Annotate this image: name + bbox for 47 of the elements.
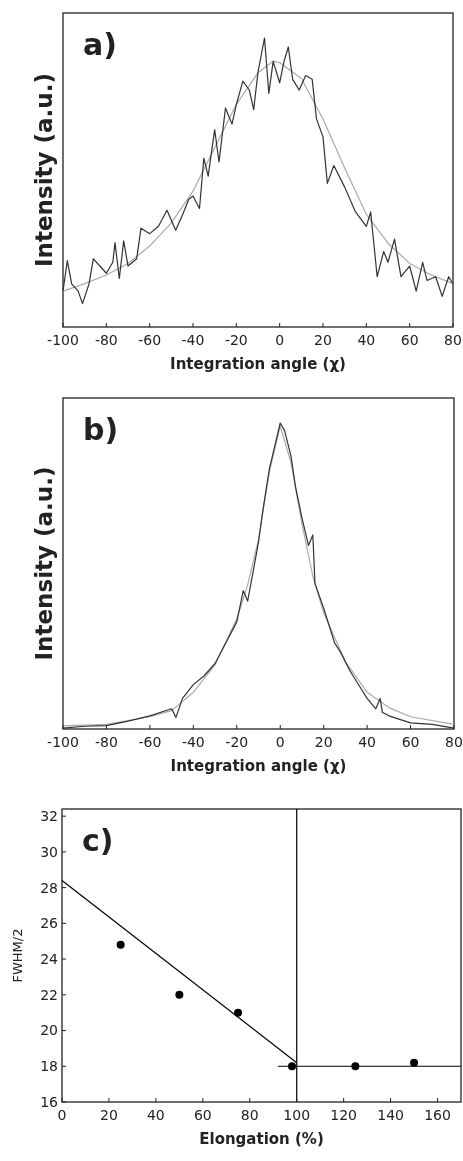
y-tick-label: 18: [40, 1058, 58, 1075]
x-tick-label: -40: [181, 734, 205, 750]
x-tick-label: -20: [225, 734, 249, 750]
x-tick-label: 140: [377, 1107, 404, 1123]
y-tick-label: 24: [40, 950, 59, 967]
y-tick-label: 28: [40, 879, 58, 896]
x-tick-label: -60: [138, 332, 162, 348]
text: c): [82, 823, 114, 858]
x-tick-label: -40: [181, 332, 205, 348]
x-axis-title: Integration angle (χ): [170, 355, 346, 373]
y-tick-label: 20: [40, 1022, 58, 1039]
x-tick-label: 20: [100, 1107, 118, 1123]
x-tick-label: 40: [357, 332, 376, 348]
x-tick-label: 20: [314, 734, 333, 750]
x-tick-label: -100: [47, 734, 79, 750]
y-tick-label: 30: [40, 843, 58, 860]
x-tick-label: 0: [275, 332, 285, 348]
x-tick-label: -100: [47, 332, 79, 348]
x-tick-label: 160: [424, 1107, 451, 1123]
x-tick-label: 40: [146, 1107, 165, 1123]
x-tick-label: 40: [358, 734, 377, 750]
y-tick-label: 26: [40, 915, 59, 932]
x-tick-label: 0: [275, 734, 285, 750]
x-tick-label: 80: [240, 1107, 259, 1123]
x-tick-label: -20: [224, 332, 248, 348]
x-tick-label: 80: [445, 734, 463, 750]
x-tick-label: 120: [330, 1107, 358, 1123]
x-tick-label: -80: [95, 734, 118, 750]
x-tick-label: 100: [283, 1107, 311, 1123]
y-tick-label: 32: [40, 808, 58, 825]
x-tick-label: -60: [138, 734, 162, 750]
x-tick-label: 80: [444, 332, 462, 348]
chart-title: a): [83, 27, 117, 62]
x-tick-label: 60: [193, 1107, 212, 1123]
x-axis-title: Integration angle (χ): [170, 757, 347, 775]
x-tick-label: -80: [94, 332, 118, 348]
y-axis-title: Intensity (a.u.): [31, 73, 57, 267]
x-tick-label: 0: [57, 1107, 67, 1123]
y-tick-label: 16: [40, 1093, 59, 1110]
y-axis-title: Intensity (a.u.): [31, 466, 57, 661]
y-tick-label: 22: [40, 986, 58, 1003]
x-tick-label: 20: [314, 332, 332, 348]
chart-title: b): [83, 412, 119, 447]
x-axis-title: Elongation (%): [199, 1130, 324, 1148]
x-tick-label: 60: [400, 332, 419, 348]
x-tick-label: 60: [401, 734, 420, 750]
y-axis-title: FWHM/2: [10, 928, 25, 983]
